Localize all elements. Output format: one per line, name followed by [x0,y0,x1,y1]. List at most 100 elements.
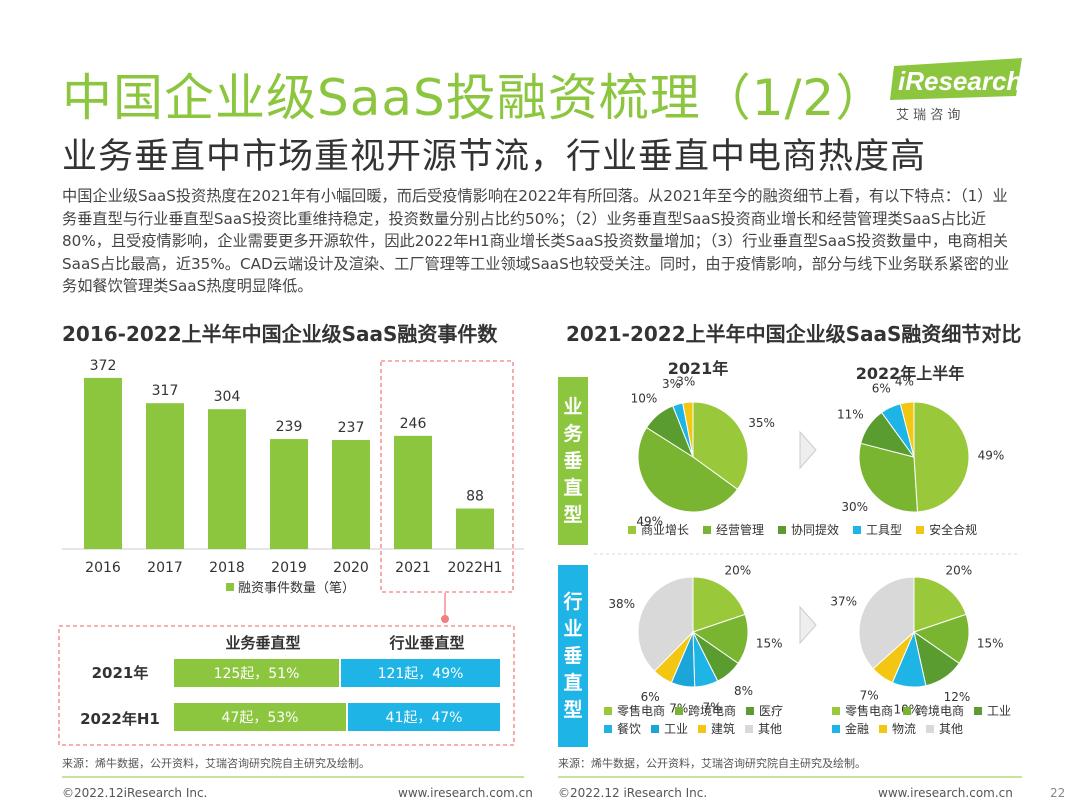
page-number: 22 [1050,786,1066,800]
legend-label: 其他 [758,722,783,736]
legend-swatch [832,706,840,715]
logo-subtext: 艾 瑞 咨 询 [896,108,961,123]
bar-value-label: 372 [90,358,117,374]
bar-value-label: 246 [400,416,427,432]
x-tick-label: 2018 [209,560,245,576]
divider [594,553,1020,555]
legend-item: 建筑 [698,720,735,737]
pie-slice-label: 3% [662,377,681,391]
ind-group-label: 行业垂直型 [558,565,588,747]
legend-swatch [745,724,754,733]
pie-slice [691,613,749,665]
connector-line [441,593,449,623]
pie-slice-label: 49% [978,449,1005,463]
legend-item: 工业 [974,702,1011,719]
footer-rule [62,776,1022,778]
highlight-box [380,360,514,593]
pie-slice [858,442,918,513]
pie-slice-label: 49% [636,515,663,529]
bar-value-label: 317 [152,383,179,399]
legend-label: 医疗 [759,704,784,718]
group-label-char: 业 [563,617,583,640]
table-cell-ind: 121起，49% [341,659,500,687]
biz-group-label: 业务垂直型 [558,377,588,545]
x-tick-label: 2020 [333,560,369,576]
pie-slice-label: 4% [895,375,914,389]
legend-swatch [651,724,660,733]
chevron-right-icon [799,605,817,645]
legend-swatch [926,724,935,733]
pie-slice-label: 7% [702,701,721,715]
legend-swatch [698,724,707,733]
bar-chart-title: 2016-2022上半年中国企业级SaaS融资事件数 [62,322,498,346]
legend-swatch [604,706,612,715]
legend-swatch [778,525,787,534]
table-col-biz: 业务垂直型 [225,634,301,652]
footer-copyright-2: ©2022.12 iResearch Inc. [558,786,708,800]
table-col-ind: 行业垂直型 [389,634,465,652]
legend-label: 商业增长 [641,523,690,537]
legend-item: 物流 [879,720,916,737]
footer-url-1: www.iresearch.com.cn [398,786,533,800]
pie-slice-label: 38% [608,597,635,611]
legend-label: 工业 [987,704,1012,718]
pie-slice-label: 20% [946,563,973,577]
legend-label: 其他 [939,722,964,736]
x-tick-label: 2021 [395,560,431,576]
table-box [58,625,515,746]
legend-label: 餐饮 [617,722,642,736]
chevron-right-icon [799,430,817,470]
legend-swatch [879,724,888,733]
group-label-char: 业 [563,395,583,418]
table-cell-biz: 47起，53% [174,703,346,731]
pie-slice-label: 12% [944,690,971,704]
legend-swatch [916,525,925,534]
legend-label: 跨境电商 [916,704,965,718]
group-label-char: 行 [563,590,583,613]
legend-swatch [675,706,684,715]
pie-slice [913,401,970,513]
pie-slice-label: 30% [841,500,868,514]
intro-paragraph: 中国企业级SaaS投资热度在2021年有小幅回暖，而后受疫情影响在2022年有所… [62,187,1010,295]
group-label-char: 垂 [563,449,583,472]
biz-group-text: 业务垂直型 [563,394,582,529]
group-label-char: 直 [563,476,583,499]
table-cell-biz: 125起，51% [174,659,339,687]
legend-item: 经营管理 [703,521,764,538]
pie-slice-label: 10% [631,392,658,406]
pie-slice [899,401,915,458]
legend-label: 零售电商 [845,704,894,718]
bar [332,439,370,549]
legend-item: 工业 [651,720,688,737]
legend-swatch [974,706,983,715]
legend-label: 零售电商 [617,704,666,718]
pie-slice-label: 7% [860,689,879,703]
table-row-label: 2021年 [91,664,149,682]
pie-slice-label: 35% [748,416,775,430]
legend-swatch [628,525,636,534]
x-tick-label: 2022H1 [447,560,502,576]
legend-label: 工具型 [866,523,903,537]
legend-swatch [903,706,912,715]
legend-item: 餐饮 [604,720,641,737]
x-tick-label: 2016 [85,560,121,576]
legend-item: 协同提效 [778,521,839,538]
bar [456,508,494,549]
legend-label: 跨境电商 [688,704,737,718]
legend-label: 工业 [664,722,689,736]
pie-slice-label: 6% [872,381,891,395]
legend-swatch [604,724,612,733]
pie-slice-label: 11% [837,408,864,422]
legend-label: 物流 [892,722,917,736]
source-note-left: 来源：烯牛数据，公开资料，艾瑞咨询研究院自主研究及绘制。 [62,757,370,770]
legend-item: 工具型 [853,521,902,538]
bar [394,435,432,549]
group-label-char: 垂 [563,644,583,667]
legend-swatch [853,525,862,534]
group-label-char: 型 [563,503,583,526]
legend-item: 商业增长 [628,521,689,538]
pie-slice-label: 15% [756,637,783,651]
pie-slice-label: 20% [725,563,752,577]
table-cell-ind: 41起，47% [348,703,500,731]
legend-item: 零售电商 [832,702,893,719]
